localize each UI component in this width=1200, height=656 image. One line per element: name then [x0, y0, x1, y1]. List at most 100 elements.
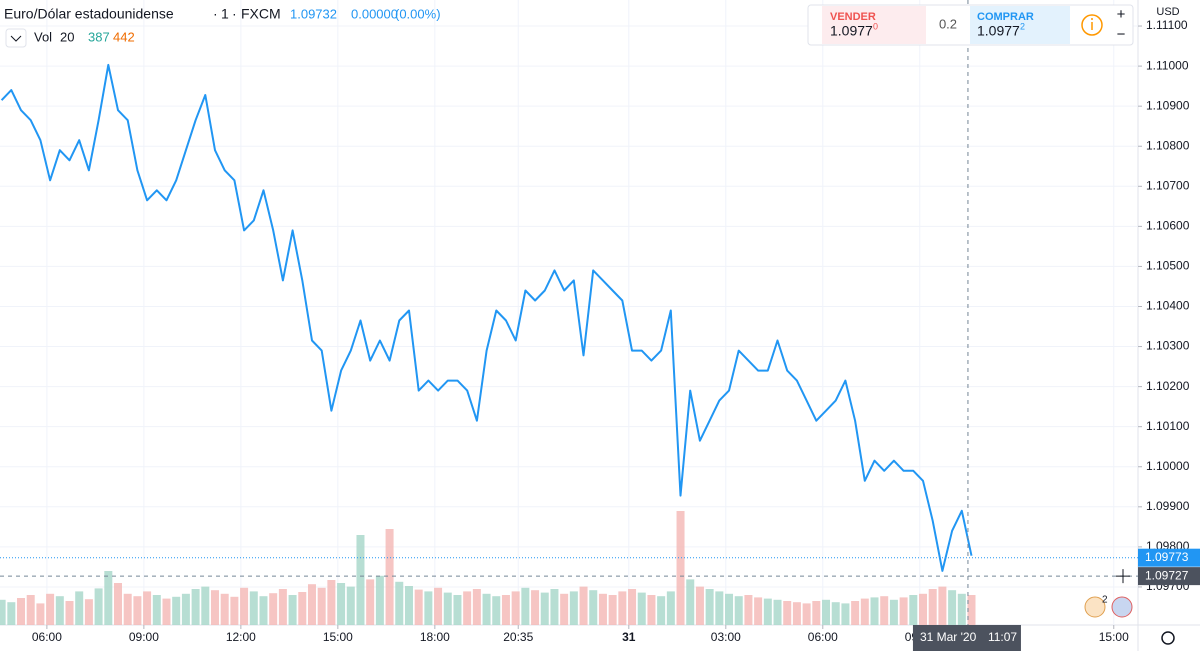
volume-bar [7, 602, 16, 625]
volume-bar [55, 596, 64, 625]
volume-bar [152, 595, 161, 625]
crosshair-time: 11:07 [988, 630, 1017, 644]
buy-pip: 2 [1020, 21, 1025, 31]
volume-bar [288, 595, 297, 625]
volume-bar [589, 590, 598, 625]
x-tick-label: 06:00 [32, 630, 62, 644]
volume-bar [618, 591, 627, 625]
volume-bar [259, 596, 268, 625]
y-tick-label: 1.09900 [1146, 499, 1190, 513]
volume-bar [404, 586, 413, 625]
volume-bar [482, 593, 491, 625]
sell-label: VENDER [830, 11, 876, 23]
crosshair-x-box [912, 625, 1021, 651]
volume-bar [337, 583, 346, 625]
volume-bar [249, 591, 258, 625]
interval[interactable]: 1 [221, 6, 229, 22]
volume-bar [230, 596, 239, 625]
x-tick-label: 12:00 [226, 630, 256, 644]
volume-bar [734, 596, 743, 625]
event-icon[interactable] [1111, 596, 1133, 618]
volume-bar [725, 593, 734, 625]
volume-bar [569, 591, 578, 625]
volume-bar [298, 592, 307, 625]
sep: · [213, 6, 218, 22]
volume-bar [909, 595, 918, 625]
y-tick-label: 1.10700 [1146, 178, 1190, 192]
volume-bar [317, 587, 326, 625]
volume-bar [278, 589, 287, 625]
volume-bar [783, 601, 792, 625]
volume-bar [889, 599, 898, 625]
volume-bar [705, 589, 714, 625]
sell-button[interactable] [822, 6, 926, 44]
volume-bar [84, 599, 93, 625]
volume-bar [133, 596, 142, 625]
buy-button[interactable] [970, 6, 1070, 44]
volume-bar [172, 596, 181, 625]
info-dot [1091, 18, 1093, 20]
x-tick-label: 31 [622, 630, 636, 644]
collapse-button[interactable] [5, 28, 27, 48]
y-tick-label: 1.10300 [1146, 339, 1190, 353]
x-tick-label: 15:00 [1099, 630, 1129, 644]
chevron [10, 35, 22, 42]
volume-bar [114, 583, 123, 625]
volume-bar [938, 586, 947, 625]
sell-price: 1.0977 [830, 23, 873, 39]
crosshair-cursor [1116, 569, 1130, 584]
event-icon[interactable] [1084, 596, 1106, 618]
volume-bar [560, 593, 569, 625]
volume-bar [434, 587, 443, 625]
minus-button[interactable]: − [1117, 26, 1126, 43]
info-icon[interactable] [1081, 14, 1103, 36]
volume-bar [240, 587, 249, 625]
volume-bar [579, 586, 588, 625]
price-line [0, 63, 973, 572]
buy-price: 1.0977 [977, 23, 1020, 39]
y-tick-label: 1.10000 [1146, 459, 1190, 473]
volume-bar [792, 602, 801, 625]
volume-bar [463, 591, 472, 625]
volume-bar [366, 579, 375, 625]
y-tick-label: 1.10100 [1146, 419, 1190, 433]
volume-bar [860, 598, 869, 625]
volume-bar [695, 586, 704, 625]
volume-bar [957, 593, 966, 625]
volume-bar [812, 601, 821, 625]
volume-bar [356, 535, 365, 625]
plus-button[interactable]: + [1117, 6, 1126, 23]
x-tick-label: 06:00 [808, 630, 838, 644]
volume-bar [598, 593, 607, 625]
volume-bar [65, 601, 74, 625]
volume-bar [531, 590, 540, 625]
volume-bar [472, 589, 481, 625]
x-tick-label: 18:00 [420, 630, 450, 644]
last-price-box [1138, 548, 1200, 567]
volume-bar [919, 593, 928, 625]
volume-bar [46, 593, 55, 625]
volume-down: 442 [113, 29, 135, 44]
exchange: FXCM [241, 6, 281, 22]
volume-label: Vol [34, 29, 52, 44]
volume-bar [385, 529, 394, 625]
volume-bar [453, 595, 462, 625]
crosshair-y-box [1138, 567, 1200, 586]
crosshair-y-label: 1.09727 [1145, 568, 1189, 582]
volume-bar [443, 592, 452, 625]
settings-button[interactable] [1161, 631, 1175, 645]
volume-length: 20 [60, 29, 74, 44]
change-pct: (0.00%) [395, 6, 441, 21]
symbol[interactable]: Euro/Dólar estadounidense [4, 6, 174, 22]
volume-bar [327, 580, 336, 625]
volume-bar [220, 593, 229, 625]
volume-bar [715, 591, 724, 625]
volume-bar [414, 589, 423, 625]
last-price-label: 1.09773 [1145, 550, 1189, 564]
volume-bar [424, 591, 433, 625]
volume-bar [191, 589, 200, 625]
volume-bar [637, 592, 646, 625]
volume-up: 387 [88, 29, 110, 44]
buy-label: COMPRAR [977, 11, 1034, 23]
